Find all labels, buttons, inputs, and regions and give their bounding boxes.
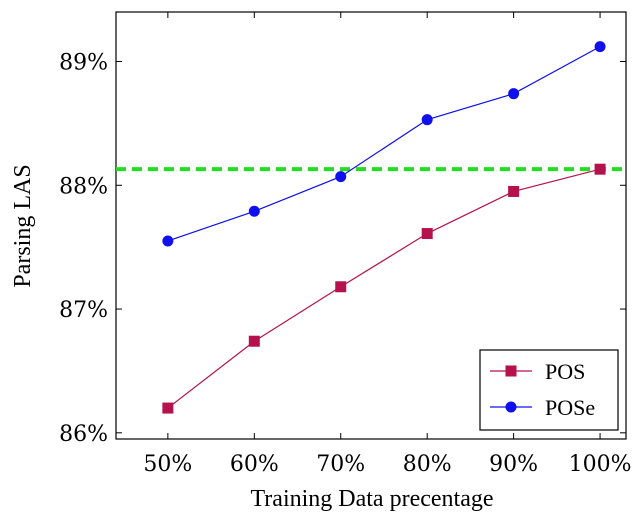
- x-tick-label: 100%: [569, 452, 632, 477]
- legend-pos-marker: [505, 365, 517, 377]
- data-point-pose: [421, 114, 433, 126]
- x-tick-label: 70%: [316, 452, 365, 477]
- x-axis-title: Training Data precentage: [250, 486, 493, 512]
- ticks: 86% 87% 88% 89% 50% 60% 70% 80% 90% 100%: [59, 12, 632, 477]
- data-point-pos: [594, 163, 606, 175]
- data-point-pos: [162, 402, 174, 414]
- x-tick-label: 60%: [230, 452, 279, 477]
- series-line-pose: [167, 46, 601, 242]
- data-point-pose: [248, 205, 260, 217]
- data-point-pose: [335, 171, 347, 183]
- y-axis-title: Parsing LAS: [10, 164, 36, 287]
- data-point-pose: [508, 88, 520, 100]
- y-tick-label: 87%: [59, 298, 108, 323]
- legend-pose-label: POSe: [545, 395, 595, 420]
- y-tick-label: 89%: [59, 51, 108, 76]
- plot-frame: [115, 11, 627, 440]
- data-point-pos: [335, 281, 347, 293]
- data-point-pos: [508, 185, 520, 197]
- series-layer: [162, 41, 606, 414]
- x-tick-label: 80%: [403, 452, 452, 477]
- x-tick-label: 50%: [143, 452, 192, 477]
- x-tick-label: 90%: [489, 452, 538, 477]
- data-point-pose: [162, 235, 174, 247]
- data-point-pose: [594, 41, 606, 53]
- data-point-pos: [421, 228, 433, 240]
- y-tick-label: 86%: [59, 422, 108, 447]
- legend: POS POSe: [479, 349, 619, 431]
- y-tick-label: 88%: [59, 174, 108, 199]
- legend-pos-label: POS: [545, 359, 585, 384]
- data-point-pos: [248, 335, 260, 347]
- legend-pose-marker: [505, 401, 517, 413]
- series-line-pos: [167, 168, 601, 409]
- legend-box: [479, 349, 619, 431]
